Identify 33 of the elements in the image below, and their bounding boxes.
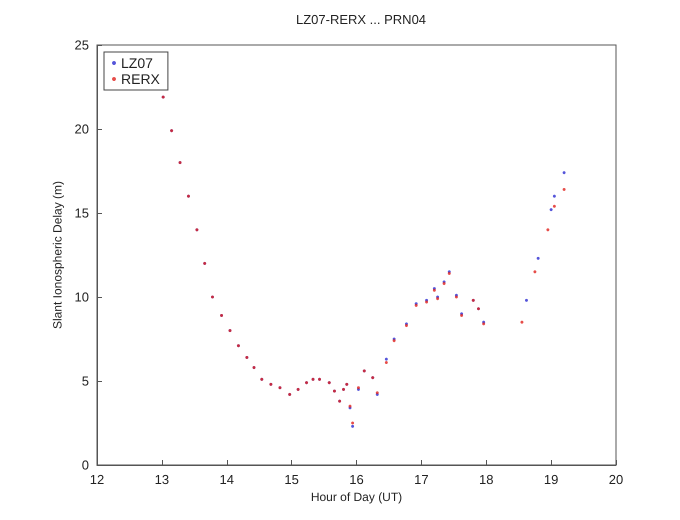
point — [520, 320, 524, 324]
x-tick-label: 12 — [90, 472, 104, 487]
point — [533, 270, 536, 274]
point — [546, 228, 550, 232]
point — [550, 208, 553, 212]
point — [351, 422, 354, 424]
y-tick-label: 10 — [74, 290, 89, 304]
point — [384, 361, 388, 364]
y-tick-label: 25 — [74, 38, 89, 52]
point — [562, 188, 566, 191]
legend-label: RERX — [121, 71, 161, 87]
x-tick-label: 19 — [544, 472, 558, 487]
y-tick-label: 15 — [74, 206, 89, 220]
x-tick-label: 14 — [220, 472, 234, 487]
x-tick-label: 13 — [154, 472, 170, 487]
point — [562, 171, 566, 174]
y-tick-label: 20 — [74, 122, 89, 136]
x-tick-label: 17 — [414, 472, 429, 487]
y-tick-label: 5 — [82, 374, 89, 388]
x-tick-label: 15 — [284, 472, 299, 487]
point — [536, 256, 540, 260]
x-axis-title: Hour of Day (UT) — [310, 490, 402, 504]
y-axis-title: Slant Ionospheric Delay (m) — [50, 180, 65, 330]
y-tick-label: 0 — [82, 458, 89, 472]
point — [524, 298, 528, 302]
x-tick-label: 20 — [608, 472, 624, 487]
legend-label: LZ07 — [121, 55, 154, 71]
chart-title: LZ07-RERX ... PRN04 — [296, 12, 426, 27]
x-tick-label: 16 — [349, 472, 364, 487]
point — [384, 358, 388, 361]
point — [552, 194, 556, 198]
point — [351, 424, 354, 428]
x-tick-label: 18 — [479, 472, 494, 487]
